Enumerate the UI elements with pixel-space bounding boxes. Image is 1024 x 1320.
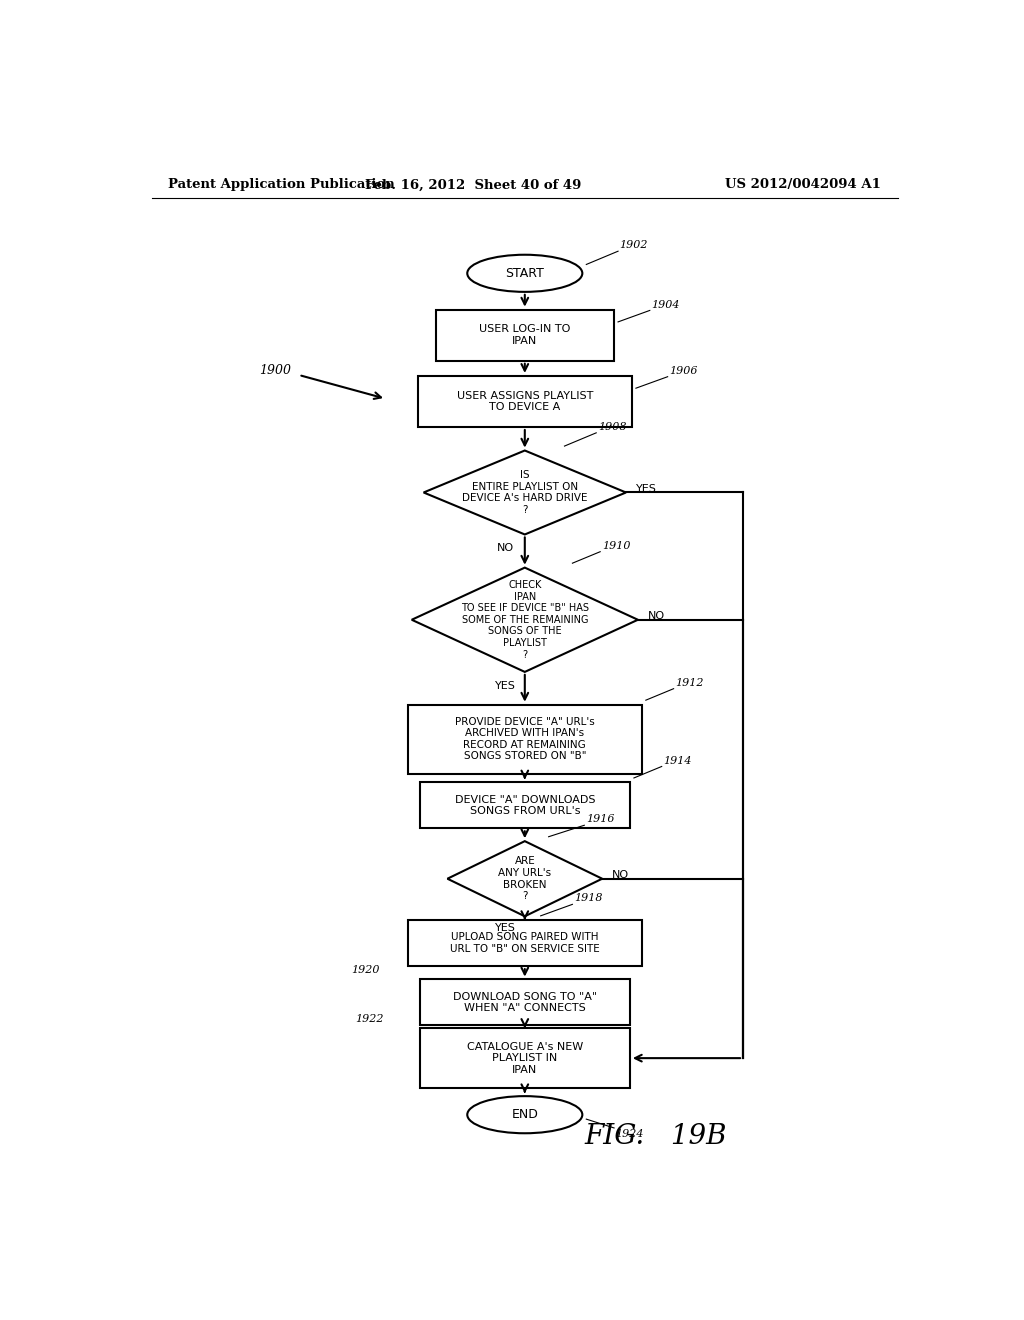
Text: PROVIDE DEVICE "A" URL's
ARCHIVED WITH IPAN's
RECORD AT REMAINING
SONGS STORED O: PROVIDE DEVICE "A" URL's ARCHIVED WITH I… (455, 717, 595, 762)
Text: 1900: 1900 (259, 364, 291, 378)
Text: NO: NO (647, 611, 665, 622)
Text: FIG.   19B: FIG. 19B (585, 1123, 727, 1150)
Text: Feb. 16, 2012  Sheet 40 of 49: Feb. 16, 2012 Sheet 40 of 49 (365, 178, 582, 191)
Text: 1906: 1906 (670, 366, 697, 376)
Text: 1924: 1924 (615, 1129, 644, 1139)
Text: 1916: 1916 (586, 814, 614, 825)
Bar (420, 1028, 630, 1088)
Text: DEVICE "A" DOWNLOADS
SONGS FROM URL's: DEVICE "A" DOWNLOADS SONGS FROM URL's (455, 795, 595, 816)
Text: DOWNLOAD SONG TO "A"
WHEN "A" CONNECTS: DOWNLOAD SONG TO "A" WHEN "A" CONNECTS (453, 991, 597, 1014)
Text: NO: NO (497, 544, 513, 553)
Bar (420, 979, 630, 1026)
Text: Patent Application Publication: Patent Application Publication (168, 178, 394, 191)
Text: IS
ENTIRE PLAYLIST ON
DEVICE A's HARD DRIVE
?: IS ENTIRE PLAYLIST ON DEVICE A's HARD DR… (462, 470, 588, 515)
Text: 1918: 1918 (574, 894, 602, 903)
Bar (408, 705, 642, 774)
Text: YES: YES (636, 484, 656, 494)
Text: END: END (511, 1109, 539, 1121)
Text: 1922: 1922 (355, 1014, 384, 1024)
Text: 1914: 1914 (664, 755, 692, 766)
Text: YES: YES (495, 681, 515, 690)
Text: 1912: 1912 (675, 677, 703, 688)
Text: 1920: 1920 (351, 965, 380, 975)
Text: 1902: 1902 (620, 240, 648, 251)
Text: START: START (506, 267, 544, 280)
Text: CHECK
IPAN
TO SEE IF DEVICE "B" HAS
SOME OF THE REMAINING
SONGS OF THE
PLAYLIST
: CHECK IPAN TO SEE IF DEVICE "B" HAS SOME… (461, 579, 589, 660)
Text: USER ASSIGNS PLAYLIST
TO DEVICE A: USER ASSIGNS PLAYLIST TO DEVICE A (457, 391, 593, 412)
Bar (435, 309, 614, 360)
Text: UPLOAD SONG PAIRED WITH
URL TO "B" ON SERVICE SITE: UPLOAD SONG PAIRED WITH URL TO "B" ON SE… (450, 932, 600, 954)
Text: 1904: 1904 (651, 300, 680, 309)
Text: USER LOG-IN TO
IPAN: USER LOG-IN TO IPAN (479, 325, 570, 346)
Text: US 2012/0042094 A1: US 2012/0042094 A1 (725, 178, 881, 191)
Bar (418, 376, 632, 428)
Text: CATALOGUE A's NEW
PLAYLIST IN
IPAN: CATALOGUE A's NEW PLAYLIST IN IPAN (467, 1041, 583, 1074)
Bar (408, 920, 642, 966)
Text: ARE
ANY URL's
BROKEN
?: ARE ANY URL's BROKEN ? (499, 857, 551, 902)
Text: NO: NO (611, 870, 629, 880)
Text: YES: YES (495, 924, 515, 933)
Text: 1910: 1910 (602, 541, 631, 550)
Text: 1908: 1908 (598, 422, 627, 432)
Bar (420, 783, 630, 829)
